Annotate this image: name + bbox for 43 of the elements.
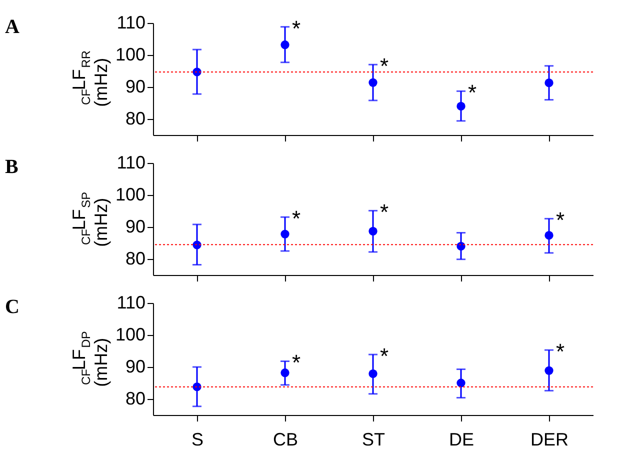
point xyxy=(280,230,290,238)
y-tick-label: 80 xyxy=(125,388,146,408)
point xyxy=(368,226,378,236)
point xyxy=(544,231,554,240)
point xyxy=(544,78,554,88)
text: C xyxy=(5,296,20,318)
text: B xyxy=(5,156,18,178)
y-tick-label: 90 xyxy=(125,216,146,236)
point xyxy=(192,240,202,250)
y-tick-label: 80 xyxy=(125,248,146,268)
x-tick-label: DE xyxy=(448,430,474,450)
y-tick-label: 100 xyxy=(115,44,146,64)
point xyxy=(456,102,466,111)
x-tick-label: DER xyxy=(530,430,569,450)
point xyxy=(280,40,290,50)
y-tick-label: 90 xyxy=(125,76,146,96)
x-tick-label: S xyxy=(191,430,204,450)
point xyxy=(280,368,290,378)
annotation: * xyxy=(292,206,301,232)
y-tick-label: 110 xyxy=(116,152,146,172)
y-tick-label: 110 xyxy=(116,12,146,32)
annotation: * xyxy=(468,80,477,106)
annotation: * xyxy=(292,350,301,376)
annotation: * xyxy=(380,200,389,225)
point xyxy=(544,366,554,375)
y-tick-label: 80 xyxy=(125,108,146,128)
point xyxy=(368,369,378,378)
annotation: * xyxy=(292,16,301,41)
point xyxy=(456,242,466,251)
point xyxy=(456,378,466,388)
x-tick-label: CB xyxy=(272,430,298,450)
y-tick-label: 110 xyxy=(116,292,146,312)
annotation: * xyxy=(380,54,389,79)
point xyxy=(192,382,202,392)
annotation: * xyxy=(556,339,565,364)
y-tick-label: 100 xyxy=(115,324,146,344)
y-tick-label: 100 xyxy=(115,184,146,204)
point xyxy=(368,78,378,87)
annotation: * xyxy=(556,208,565,233)
x-tick-label: ST xyxy=(362,430,386,450)
annotation: * xyxy=(380,344,389,369)
text: A xyxy=(5,16,20,38)
y-tick-label: 90 xyxy=(125,356,146,376)
